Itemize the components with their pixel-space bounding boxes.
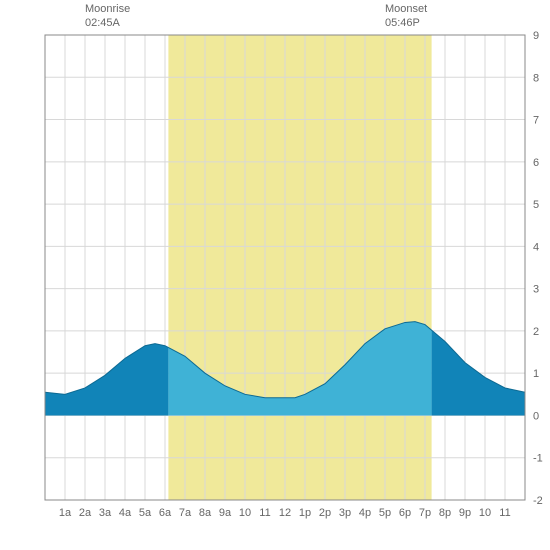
- chart-svg: 1a2a3a4a5a6a7a8a9a1011121p2p3p4p5p6p7p8p…: [0, 0, 550, 550]
- x-tick-label: 7a: [179, 507, 192, 519]
- x-tick-label: 4p: [359, 507, 371, 519]
- y-tick-label: 7: [533, 115, 539, 127]
- x-tick-label: 5a: [139, 507, 152, 519]
- y-tick-label: -2: [533, 495, 543, 507]
- x-tick-label: 6a: [159, 507, 172, 519]
- x-tick-label: 10: [479, 507, 491, 519]
- x-tick-label: 5p: [379, 507, 391, 519]
- y-tick-label: 2: [533, 326, 539, 338]
- daylight-band: [168, 35, 431, 500]
- y-tick-label: 8: [533, 72, 539, 84]
- x-tick-label: 11: [499, 507, 510, 519]
- x-tick-label: 9a: [219, 507, 232, 519]
- moonset-annotation: Moonset 05:46P: [385, 2, 427, 31]
- x-tick-label: 3p: [339, 507, 351, 519]
- x-tick-label: 3a: [99, 507, 112, 519]
- moonrise-time: 02:45A: [85, 16, 130, 30]
- y-tick-label: 6: [533, 157, 539, 169]
- x-tick-label: 7p: [419, 507, 431, 519]
- x-tick-label: 2a: [79, 507, 92, 519]
- x-tick-label: 4a: [119, 507, 132, 519]
- x-tick-label: 1p: [299, 507, 311, 519]
- x-tick-label: 11: [259, 507, 270, 519]
- y-tick-label: -1: [533, 453, 543, 465]
- x-tick-label: 10: [239, 507, 251, 519]
- y-tick-label: 1: [533, 368, 539, 380]
- x-tick-label: 8p: [439, 507, 451, 519]
- y-tick-label: 4: [533, 241, 539, 253]
- moonset-time: 05:46P: [385, 16, 427, 30]
- moonrise-annotation: Moonrise 02:45A: [85, 2, 130, 31]
- moonset-label: Moonset: [385, 2, 427, 16]
- x-tick-label: 1a: [59, 507, 72, 519]
- y-tick-label: 9: [533, 30, 539, 42]
- x-tick-label: 8a: [199, 507, 212, 519]
- y-tick-label: 5: [533, 199, 539, 211]
- x-tick-label: 2p: [319, 507, 331, 519]
- x-tick-label: 6p: [399, 507, 411, 519]
- x-tick-label: 12: [279, 507, 291, 519]
- y-tick-label: 3: [533, 284, 539, 296]
- x-tick-label: 9p: [459, 507, 471, 519]
- y-tick-label: 0: [533, 410, 539, 422]
- moonrise-label: Moonrise: [85, 2, 130, 16]
- tide-chart: Moonrise 02:45A Moonset 05:46P 1a 2a 3a 4a 5…: [0, 0, 550, 550]
